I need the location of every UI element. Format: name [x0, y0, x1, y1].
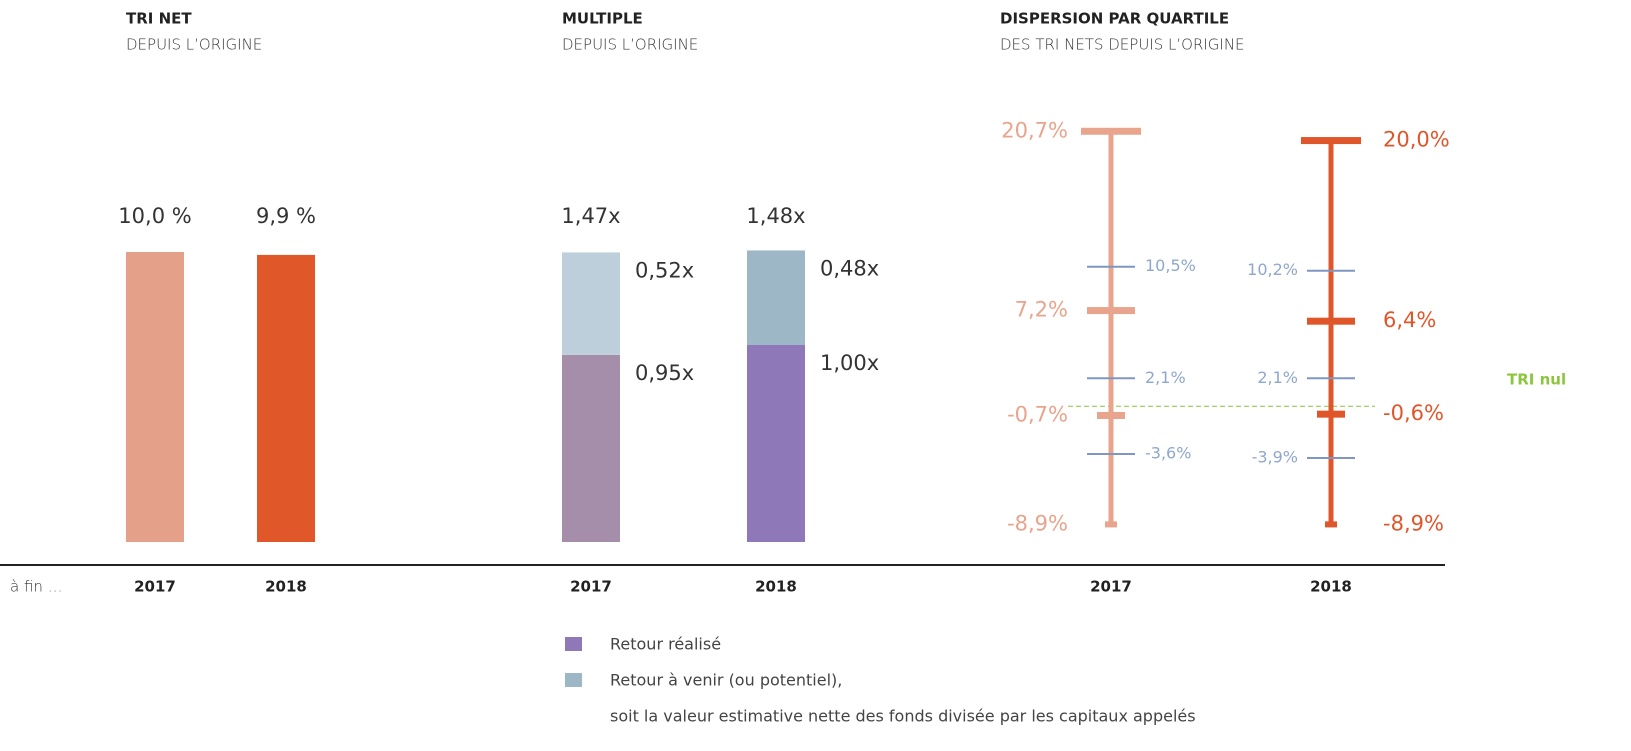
reference-label: TRI nul: [1507, 371, 1566, 389]
legend-label: Retour réalisé: [610, 635, 721, 654]
legend-swatch: [565, 637, 582, 651]
chart-subtitle: DEPUIS L’ORIGINE: [562, 36, 698, 54]
quartile-label: 2,1%: [1145, 368, 1186, 387]
bound-label: 20,0%: [1383, 128, 1450, 152]
bound-tick: [1301, 137, 1361, 145]
quartile-label: -3,6%: [1145, 444, 1191, 463]
bound-label: 7,2%: [1015, 298, 1068, 322]
bound-label: -0,6%: [1383, 401, 1444, 425]
segment-label: 0,52x: [635, 258, 694, 282]
total-label: 1,48x: [746, 204, 805, 228]
chart-subtitle: DES TRI NETS DEPUIS L’ORIGINE: [1000, 36, 1245, 54]
legend-description: soit la valeur estimative nette des fond…: [610, 707, 1196, 726]
chart-title: TRI NET: [126, 10, 192, 28]
bound-tick: [1307, 317, 1355, 325]
quartile-label: 2,1%: [1257, 368, 1298, 387]
x-tick-label: 2018: [1310, 578, 1352, 596]
bound-tick: [1317, 410, 1345, 418]
x-tick-label: 2018: [265, 578, 307, 596]
bar-segment: [747, 345, 805, 542]
segment-label: 0,48x: [820, 256, 879, 280]
bar: [126, 252, 184, 542]
legend-swatch: [565, 673, 582, 687]
bound-label: -8,9%: [1007, 511, 1068, 535]
chart-title: MULTIPLE: [562, 10, 643, 28]
total-label: 1,47x: [561, 204, 620, 228]
bound-tick: [1087, 307, 1135, 315]
chart-title: DISPERSION PAR QUARTILE: [1000, 10, 1229, 28]
segment-label: 0,95x: [635, 361, 694, 385]
quartile-label: 10,5%: [1145, 256, 1196, 275]
bound-tick: [1097, 411, 1125, 419]
bar: [257, 254, 315, 542]
value-label: 9,9 %: [256, 204, 316, 228]
chart-subtitle: DEPUIS L’ORIGINE: [126, 36, 262, 54]
quartile-label: -3,9%: [1252, 447, 1298, 466]
bar-segment: [562, 354, 620, 542]
bound-tick: [1325, 521, 1337, 528]
legend-label: Retour à venir (ou potentiel),: [610, 671, 842, 690]
bound-tick: [1105, 521, 1117, 528]
x-label: à fin …: [10, 578, 63, 596]
x-tick-label: 2017: [134, 578, 176, 596]
quartile-label: 10,2%: [1247, 260, 1298, 279]
x-tick-label: 2017: [570, 578, 612, 596]
x-tick-label: 2017: [1090, 578, 1132, 596]
segment-label: 1,00x: [820, 351, 879, 375]
bound-label: 20,7%: [1001, 118, 1068, 142]
bound-tick: [1081, 127, 1141, 135]
x-tick-label: 2018: [755, 578, 797, 596]
bar-segment: [747, 250, 805, 345]
bound-label: -0,7%: [1007, 402, 1068, 426]
value-label: 10,0 %: [118, 204, 191, 228]
bar-segment: [562, 252, 620, 355]
bound-label: -8,9%: [1383, 511, 1444, 535]
bound-label: 6,4%: [1383, 308, 1436, 332]
